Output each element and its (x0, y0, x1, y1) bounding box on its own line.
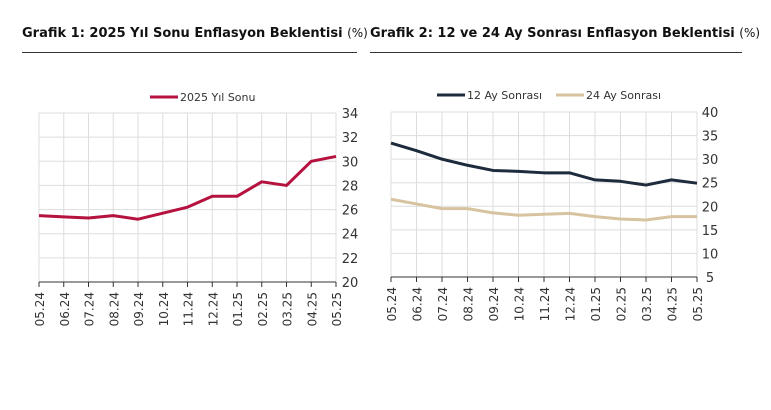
chart2-title: Grafik 2: 12 ve 24 Ay Sonrası Enflasyon … (370, 26, 760, 41)
chart2-ytick-label: 10 (702, 247, 719, 262)
chart2-legend-label: 12 Ay Sonrası (467, 89, 542, 102)
chart2-ytick-label: 40 (702, 106, 719, 121)
chart2-ytick-label: 15 (702, 224, 719, 239)
chart1-xtick-label: 06.24 (58, 292, 72, 326)
chart2-ytick-label: 25 (702, 177, 719, 192)
chart2-ytick-label: 35 (702, 130, 719, 145)
chart1-xtick-label: 01.25 (231, 292, 245, 326)
chart2-xtick-label: 01.25 (589, 287, 603, 321)
chart1-title: Grafik 1: 2025 Yıl Sonu Enflasyon Beklen… (22, 26, 368, 41)
chart1-ytick-label: 34 (342, 107, 359, 122)
chart2-xtick-label: 10.24 (513, 287, 527, 321)
chart1-ytick-label: 24 (342, 228, 359, 243)
chart1-xtick-label: 08.24 (107, 292, 121, 326)
chart1-ytick-label: 30 (342, 155, 359, 170)
chart2-xtick-label: 07.24 (436, 287, 450, 321)
chart1-title-text: Grafik 1: 2025 Yıl Sonu Enflasyon Beklen… (22, 26, 343, 41)
chart2-xtick-label: 08.24 (462, 287, 476, 321)
chart2-ytick-label: 30 (702, 153, 719, 168)
chart2-xtick-label: 05.24 (385, 287, 399, 321)
chart1-xtick-label: 10.24 (157, 292, 171, 326)
chart2-ytick-label: 5 (706, 271, 714, 286)
chart1-divider (22, 52, 357, 53)
chart2-xtick-label: 11.24 (538, 287, 552, 321)
chart2-xtick-label: 12.24 (564, 287, 578, 321)
chart2-title-text: Grafik 2: 12 ve 24 Ay Sonrası Enflasyon … (370, 26, 735, 41)
chart1-xtick-label: 02.25 (256, 292, 270, 326)
chart2-xtick-label: 05.25 (691, 287, 705, 321)
chart1-ytick-label: 20 (342, 276, 359, 291)
chart1-ytick-label: 26 (342, 204, 359, 219)
chart2-xtick-label: 06.24 (411, 287, 425, 321)
chart1-xtick-label: 09.24 (132, 292, 146, 326)
chart2-ytick-label: 20 (702, 200, 719, 215)
chart2-xtick-label: 02.25 (615, 287, 629, 321)
chart1-xtick-label: 03.25 (281, 292, 295, 326)
chart2-xtick-label: 09.24 (487, 287, 501, 321)
chart2-legend-label: 24 Ay Sonrası (586, 89, 661, 102)
chart2-unit: (%) (739, 26, 761, 40)
chart2-xtick-label: 03.25 (640, 287, 654, 321)
chart1-ytick-label: 22 (342, 252, 359, 267)
chart1-xtick-label: 04.25 (305, 292, 319, 326)
chart1-ytick-label: 32 (342, 131, 359, 146)
chart2-divider (370, 52, 742, 53)
chart1-xtick-label: 07.24 (83, 292, 97, 326)
chart2-xtick-label: 04.25 (666, 287, 680, 321)
chart1-xtick-label: 11.24 (182, 292, 196, 326)
chart1-legend-label: 2025 Yıl Sonu (180, 91, 255, 104)
chart1-ytick-label: 28 (342, 179, 359, 194)
chart1-xtick-label: 05.25 (330, 292, 344, 326)
chart1-xtick-label: 05.24 (33, 292, 47, 326)
chart1-xtick-label: 12.24 (206, 292, 220, 326)
chart1-unit: (%) (347, 26, 368, 40)
